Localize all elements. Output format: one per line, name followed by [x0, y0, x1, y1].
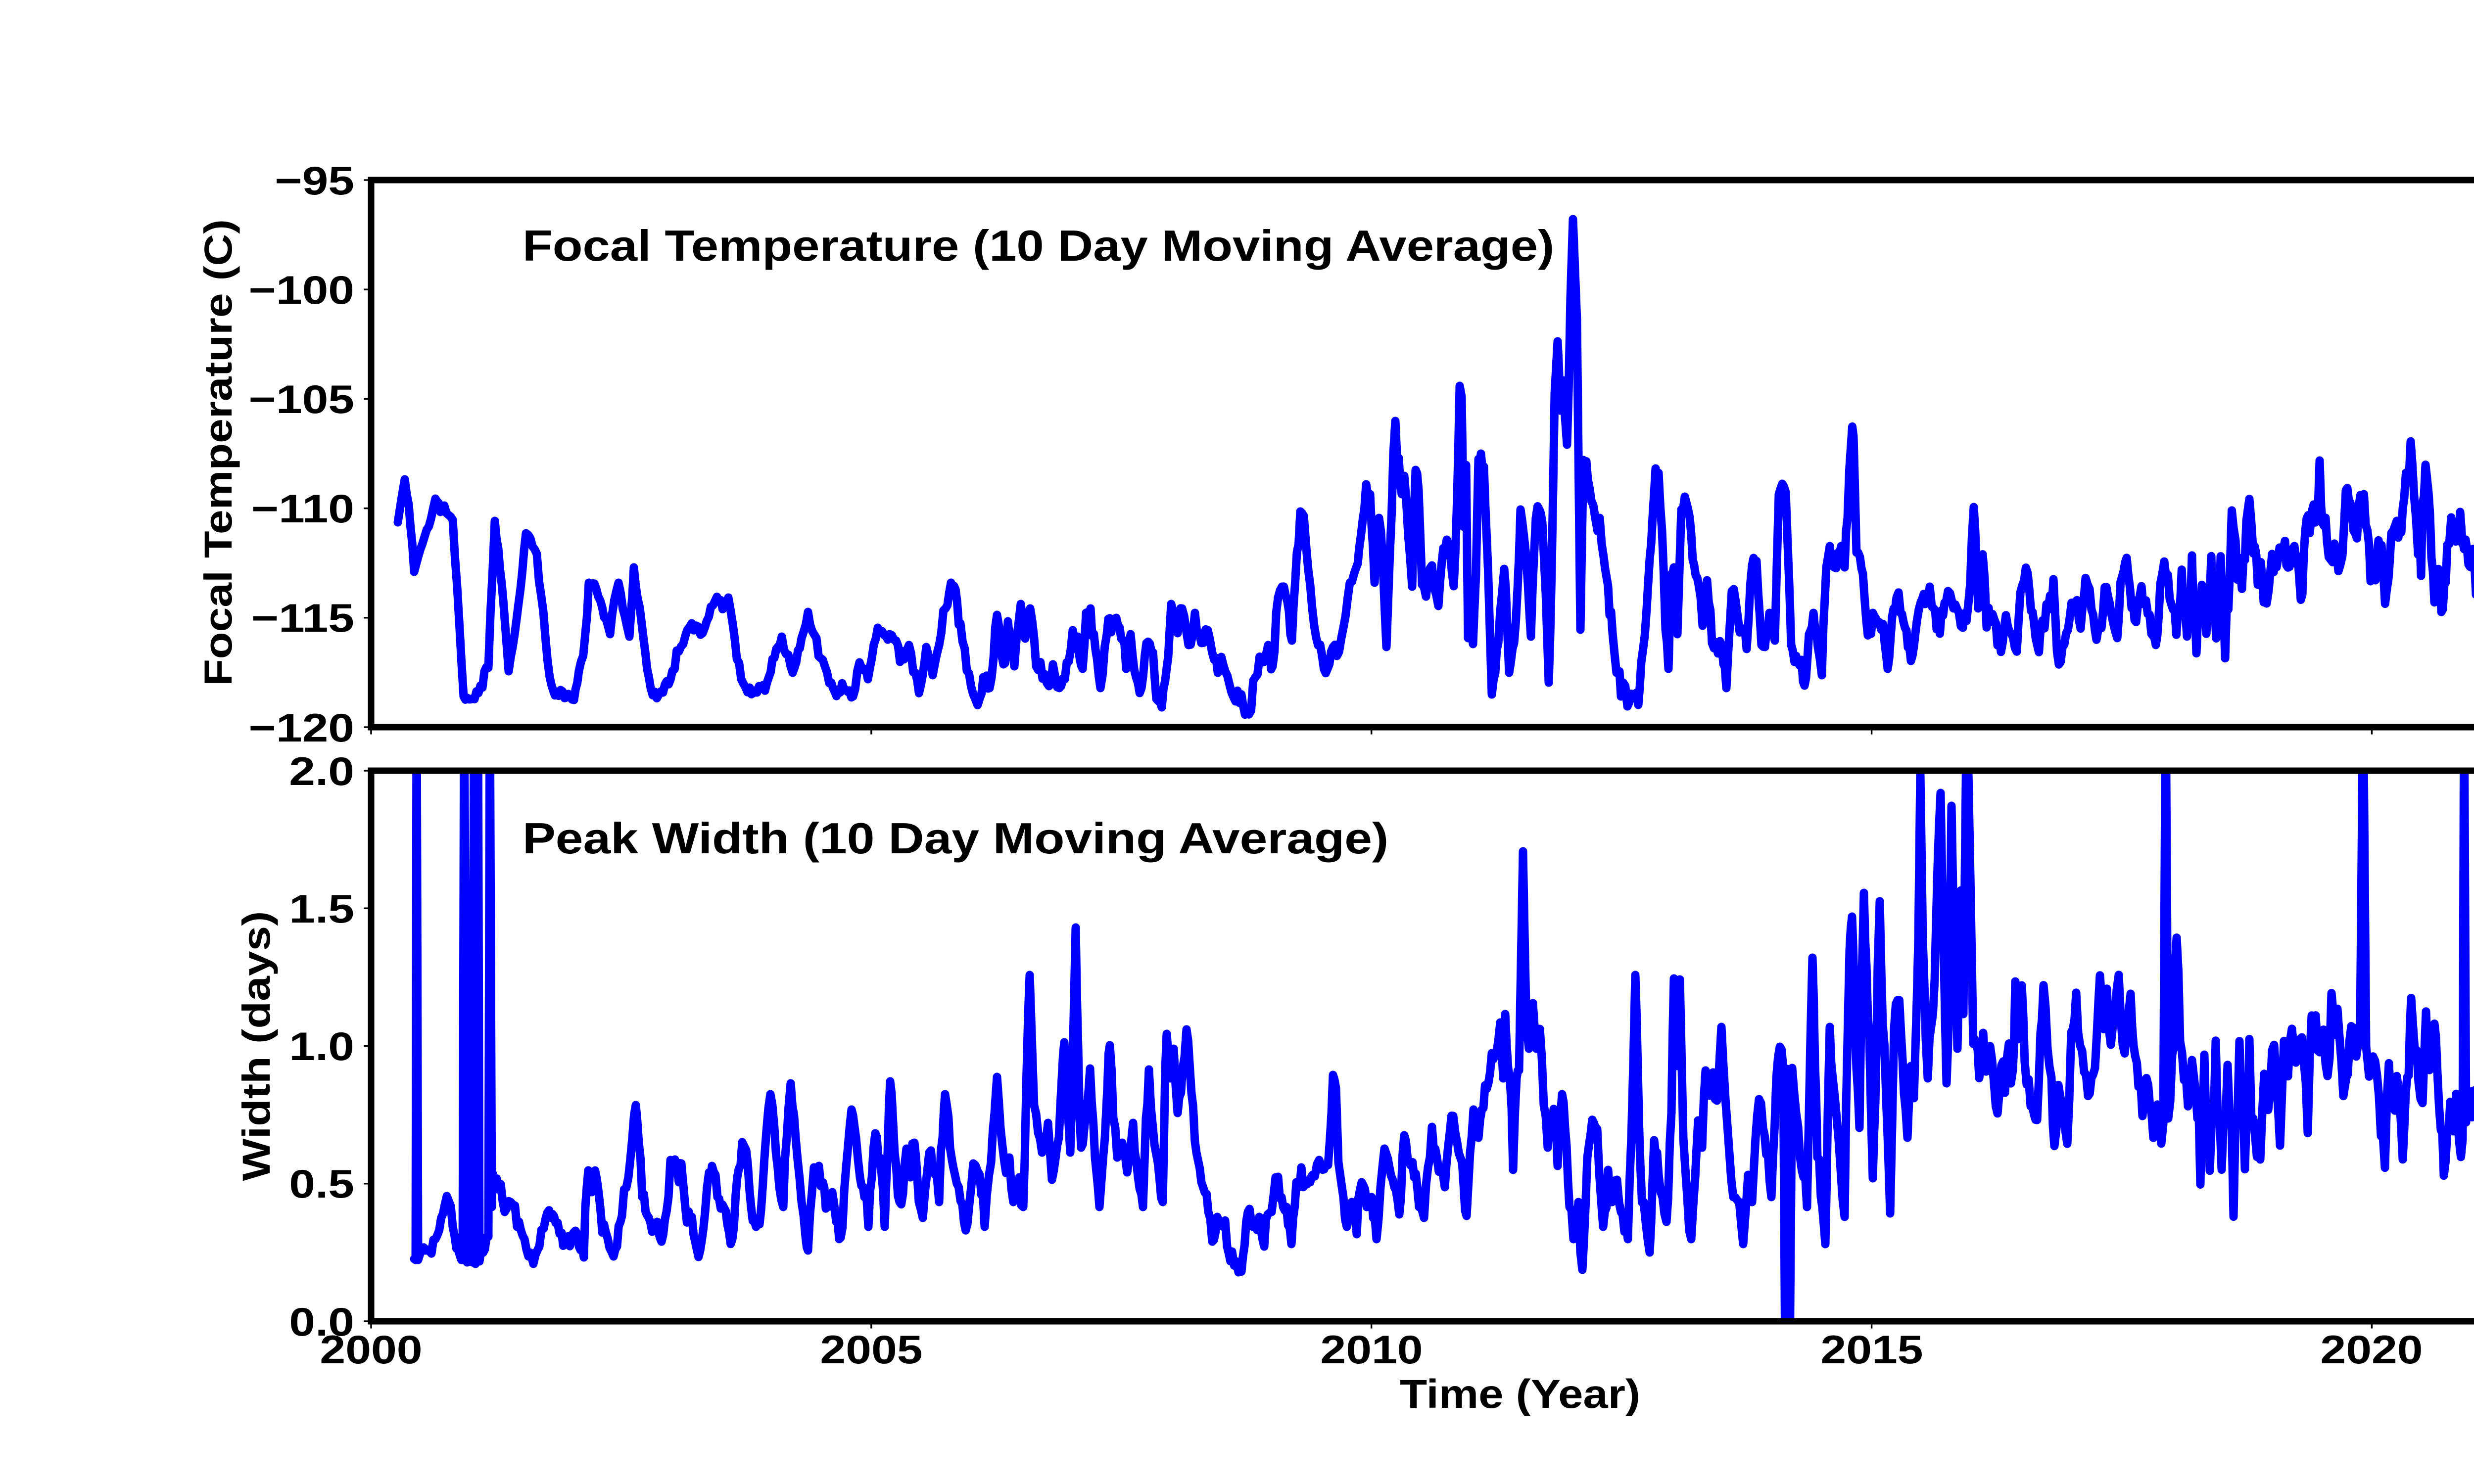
svg-text:−105: −105: [249, 376, 354, 421]
svg-text:Focal Temperature (10 Day Movi: Focal Temperature (10 Day Moving Average…: [523, 221, 1554, 270]
svg-text:−120: −120: [249, 705, 354, 750]
svg-text:Peak Width (10 Day Moving Aver: Peak Width (10 Day Moving Average): [523, 814, 1388, 863]
svg-text:2020: 2020: [2320, 1328, 2423, 1372]
svg-text:Focal Temperature (C): Focal Temperature (C): [196, 219, 240, 686]
svg-text:−100: −100: [249, 267, 354, 312]
svg-text:0.5: 0.5: [289, 1161, 354, 1206]
svg-text:2010: 2010: [1320, 1328, 1423, 1372]
svg-text:2005: 2005: [820, 1328, 922, 1372]
svg-text:1.5: 1.5: [289, 886, 354, 931]
svg-text:Width (days): Width (days): [235, 911, 279, 1181]
svg-text:−110: −110: [251, 486, 354, 531]
svg-text:−95: −95: [275, 158, 354, 203]
svg-text:−115: −115: [251, 595, 354, 640]
svg-text:Time (Year): Time (Year): [1400, 1372, 1640, 1417]
svg-text:2.0: 2.0: [289, 748, 354, 793]
svg-text:1.0: 1.0: [289, 1023, 354, 1068]
svg-text:0.0: 0.0: [289, 1299, 354, 1344]
svg-text:2000: 2000: [320, 1328, 422, 1372]
svg-text:2015: 2015: [1820, 1328, 1923, 1372]
